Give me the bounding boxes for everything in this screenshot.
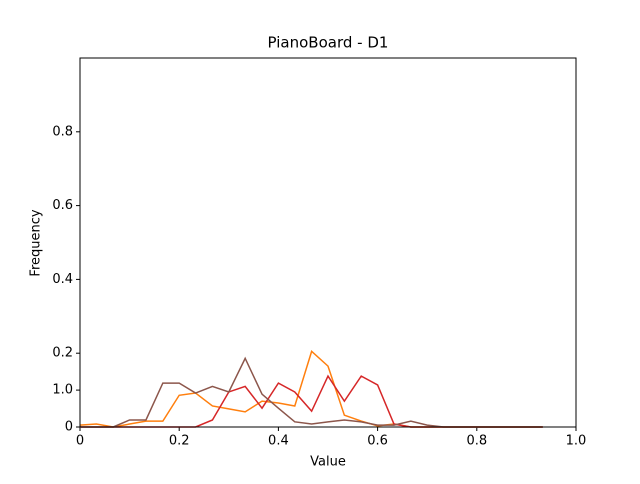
x-tick-label: 0.6 <box>367 434 388 449</box>
chart-title: PianoBoard - D1 <box>268 34 389 52</box>
y-axis-label: Frequency <box>29 209 44 276</box>
x-tick-label: 1.0 <box>566 434 587 449</box>
x-tick-label: 0 <box>76 434 84 449</box>
y-tick-label: 0.6 <box>52 198 73 213</box>
x-tick-label: 0.2 <box>169 434 190 449</box>
x-axis-label: Value <box>310 455 346 470</box>
x-tick-label: 0.8 <box>466 434 487 449</box>
y-tick-label: 1.0 <box>52 383 73 398</box>
y-tick-label: 0.4 <box>52 272 73 287</box>
x-tick-label: 0.4 <box>268 434 289 449</box>
plot-frame <box>79 57 577 428</box>
y-tick-label: 0 <box>65 420 73 435</box>
y-tick-label: 0.2 <box>52 346 73 361</box>
y-tick-label: 0.8 <box>52 124 73 139</box>
